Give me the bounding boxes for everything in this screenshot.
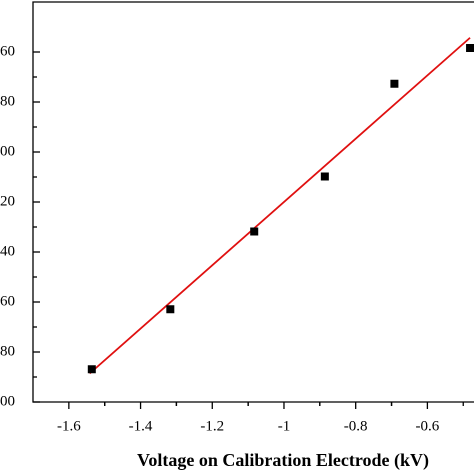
y-tick-label: -180 <box>0 343 15 359</box>
x-tick-label: -1.4 <box>129 418 153 434</box>
x-tick-label: -1.2 <box>200 418 224 434</box>
point <box>390 79 399 88</box>
y-tick-label: -80 <box>0 93 15 109</box>
point <box>250 227 259 236</box>
y-tick-label: -140 <box>0 243 15 259</box>
point <box>320 172 329 181</box>
point <box>87 365 96 374</box>
x-tick-label: -1 <box>278 418 291 434</box>
x-tick-label: -1.6 <box>57 418 81 434</box>
y-tick-label: -100 <box>0 143 15 159</box>
fit-line <box>89 37 471 375</box>
point <box>466 44 474 52</box>
y-tick-label: -200 <box>0 393 15 409</box>
x-tick-label: -0.8 <box>344 418 368 434</box>
y-tick-label: -60 <box>0 43 15 59</box>
axis-frame <box>32 1 474 403</box>
point <box>166 305 175 314</box>
y-tick-label: -120 <box>0 193 15 209</box>
y-tick-label: -160 <box>0 293 15 309</box>
x-axis-label: Voltage on Calibration Electrode (kV) <box>137 450 429 471</box>
x-tick-label: -0.6 <box>416 418 440 434</box>
